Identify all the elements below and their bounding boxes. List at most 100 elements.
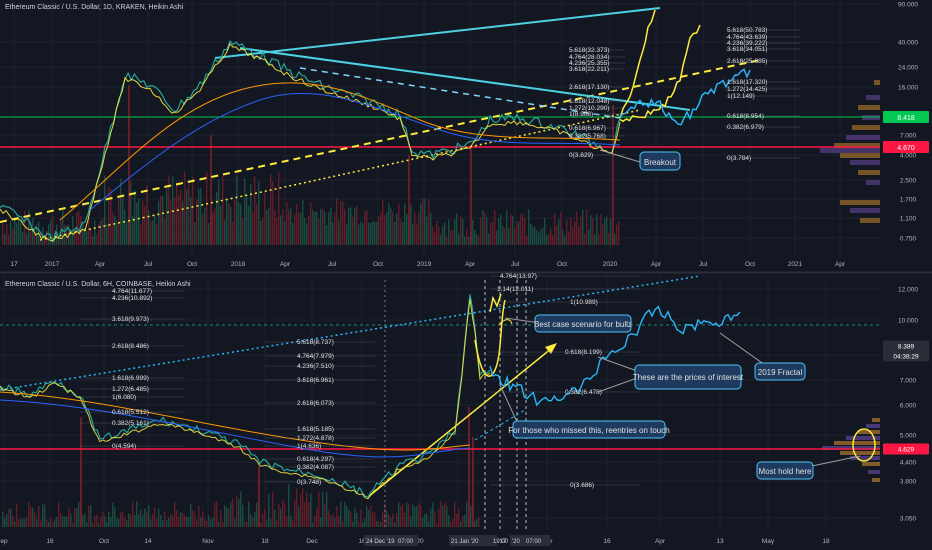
top-volume-bar (322, 208, 324, 245)
top-volume-bar (144, 206, 146, 245)
top-volume-bar (16, 223, 18, 245)
top-fib-right-levels: 5.618(50.783)4.764(43.639)4.236(39.222)3… (725, 27, 800, 162)
top-volume-bar (88, 217, 90, 245)
interest-label-box (634, 364, 742, 390)
bottom-fib-mid-label: 1.272(4.878) (297, 435, 334, 442)
bottom-volume-bar (30, 506, 32, 527)
bottom-volume-bar (394, 522, 396, 527)
top-volume-bar (600, 214, 602, 245)
top-x-tick-label: Apr (95, 261, 106, 268)
top-volume-bar (374, 221, 376, 245)
top-fib-upper-levels: 5.618(32.373)4.764(28.034)4.236(25.355)3… (569, 47, 625, 159)
bottom-volume-bar (10, 508, 12, 527)
bottom-volume-bar (128, 513, 130, 527)
top-volume-bar (164, 218, 166, 245)
bottom-volume-bar (324, 504, 326, 527)
top-volume-spike (128, 85, 130, 245)
bottom-volume-bar (194, 513, 196, 527)
interest-pointer-2 (597, 376, 641, 393)
top-volume-bar (250, 184, 252, 245)
top-volume-bar (428, 199, 430, 245)
top-time-axis[interactable]: 17 2017 Apr Jul Oct 2018 Apr Jul Oct 2019 Apr Jul Oc… (10, 261, 846, 268)
bottom-volume-bar (350, 511, 352, 527)
top-volume-bar (44, 234, 46, 245)
bottom-time-axis[interactable]: ep16Oct14Nov18Dec16201317Mar16Apr13May18… (0, 535, 830, 546)
bottom-volume-bar (380, 522, 382, 527)
bottom-volume-bar (316, 508, 318, 527)
top-volume-bar (246, 195, 248, 245)
bottom-volume-bar (178, 516, 180, 527)
top-volume-bar (276, 217, 278, 245)
top-volume-bar (70, 229, 72, 245)
top-volume-bar (8, 234, 10, 245)
top-volume-bar (490, 222, 492, 245)
bottom-volume-bar (374, 512, 376, 527)
top-volume-bar (572, 227, 574, 245)
top-volume-bar (476, 234, 478, 245)
top-volume-bar (14, 218, 16, 245)
bottom-volume-bar (174, 502, 176, 527)
bottom-date-highlight-time: 07:00 (398, 539, 414, 545)
bottom-volume-bar (170, 514, 172, 527)
bottom-volume-bar (76, 508, 78, 527)
bottom-volume-bar (2, 511, 4, 527)
bottom-x-tick-label: May (762, 538, 775, 545)
bottom-fib-left-label: 0(4.594) (112, 443, 136, 450)
top-panel: 5.618(32.373)4.764(28.034)4.236(25.355)3… (0, 0, 932, 272)
bottom-volume-bar (84, 513, 86, 527)
bottom-volume-bar (116, 518, 118, 527)
top-volume-bar (606, 216, 608, 245)
bottom-volume-bar (192, 510, 194, 527)
bottom-fib-mid-levels: 5.618(8.737) 4.764(7.979) 4.236(7.510) 3.61… (265, 339, 375, 486)
top-volume-bar (312, 209, 314, 245)
top-volume-bar (518, 221, 520, 245)
top-volume-bar (448, 219, 450, 245)
bottom-volume-bar (358, 521, 360, 527)
bottom-yellow-arrow-line (367, 347, 553, 498)
top-volume-bar (24, 210, 26, 245)
top-volume-bar (204, 207, 206, 245)
bottom-volume-bar (248, 501, 250, 527)
top-price-axis[interactable]: 90.00040.00024.00016.00010.0007.0004.000… (898, 2, 918, 243)
top-fib-right-label: 0.618(8.954) (727, 113, 764, 120)
bottom-volume-bar (50, 518, 52, 527)
top-volume-bar (214, 208, 216, 245)
top-volume-bar (266, 209, 268, 245)
hold-label-box (756, 461, 814, 480)
bottom-volume-bar (464, 514, 466, 527)
top-volume-bar (180, 190, 182, 245)
top-volume-bar (352, 216, 354, 245)
bottom-price-series (0, 293, 741, 500)
bottom-x-tick-label: Apr (655, 538, 666, 545)
top-volume-bar (484, 212, 486, 245)
top-x-tick-label: Oct (745, 261, 755, 268)
top-volume-bar (592, 218, 594, 245)
top-volume-profile-bar (860, 218, 880, 223)
bottom-y-tick-label: 3.800 (900, 479, 917, 486)
top-volume-bar (46, 230, 48, 245)
top-volume-bar (118, 195, 120, 245)
bottom-volume-bar (262, 513, 264, 527)
bottom-volume-bar (210, 519, 212, 527)
top-volume-bar (142, 200, 144, 245)
top-volume-bar (338, 220, 340, 245)
bottom-volume-bar (306, 492, 308, 527)
bottom-volume-bar (466, 502, 468, 527)
bottom-date-highlight-label: 24 Dec '19 (366, 539, 395, 545)
bottom-date-highlight-1 (364, 535, 418, 546)
bottom-fib-left-label: 4.764(11.677) (112, 288, 152, 295)
top-price-badge-value: 4.670 (897, 145, 915, 152)
top-volume-spike (612, 105, 614, 245)
bottom-volume-bar (64, 516, 66, 527)
top-volume-bar (516, 221, 518, 245)
top-volume-bar (556, 225, 558, 245)
top-volume-bar (240, 203, 242, 245)
top-volume-bar (110, 188, 112, 245)
top-volume-bar (230, 206, 232, 245)
bottom-price-badges: 8.389 04:38:29 4.629 (883, 340, 929, 455)
bottom-volume-bar (436, 522, 438, 527)
top-volume-bar (66, 224, 68, 245)
top-volume-bar (166, 188, 168, 245)
bottom-volume-bar (340, 501, 342, 527)
top-volume-bar (122, 197, 124, 245)
